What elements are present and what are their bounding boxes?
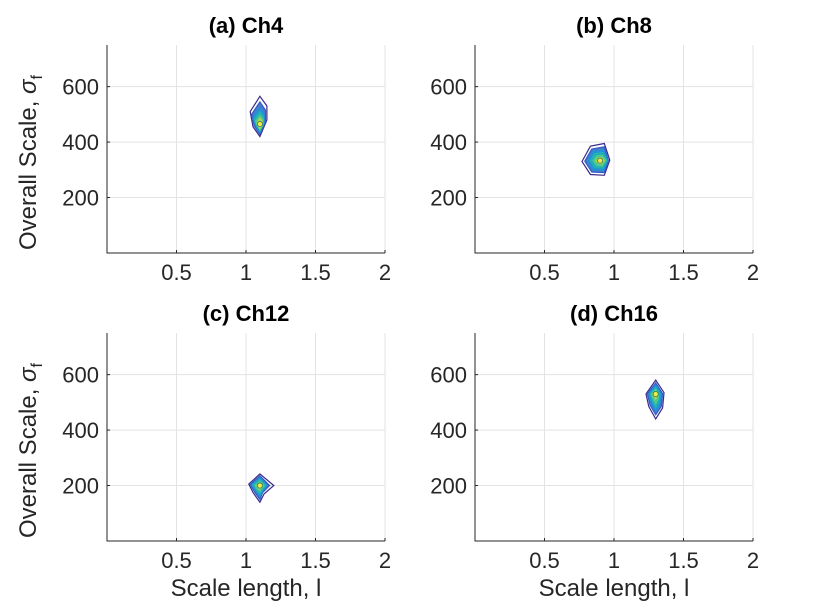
xtick-label: 1 xyxy=(240,260,252,285)
xtick-label: 1 xyxy=(608,548,620,573)
ytick-label: 400 xyxy=(430,130,467,155)
xtick-label: 0.5 xyxy=(161,548,192,573)
ytick-label: 600 xyxy=(430,75,467,100)
xtick-label: 1.5 xyxy=(300,548,331,573)
xtick-label: 2 xyxy=(379,548,391,573)
xtick-label: 2 xyxy=(747,548,759,573)
xtick-label: 1.5 xyxy=(300,260,331,285)
ylabel-top: Overall Scale, σf xyxy=(15,74,46,250)
ytick-label: 400 xyxy=(62,418,99,443)
peak-marker xyxy=(256,482,263,489)
axes xyxy=(106,333,385,542)
ylabel-bottom: Overall Scale, σf xyxy=(15,362,46,538)
ytick-label: 400 xyxy=(62,130,99,155)
ytick-label: 600 xyxy=(62,75,99,100)
xtick-label: 1.5 xyxy=(668,548,699,573)
panel-title: (d) Ch16 xyxy=(570,301,658,326)
xlabel-right: Scale length, l xyxy=(539,575,690,602)
axes xyxy=(474,45,753,254)
axes xyxy=(106,45,385,254)
ytick-label: 200 xyxy=(430,474,467,499)
contour-level xyxy=(581,142,611,176)
panel-title: (b) Ch8 xyxy=(576,13,652,38)
panel-2: 0.5 1 1.5 2 200 400 600 (b) Ch8 xyxy=(430,13,759,285)
xtick-label: 2 xyxy=(379,260,391,285)
ytick-label: 600 xyxy=(430,363,467,388)
xtick-label: 1 xyxy=(608,260,620,285)
xtick-label: 2 xyxy=(747,260,759,285)
ytick-label: 200 xyxy=(430,186,467,211)
axes xyxy=(474,333,753,542)
ytick-label: 200 xyxy=(62,474,99,499)
ytick-label: 200 xyxy=(62,186,99,211)
xlabel-left: Scale length, l xyxy=(171,575,322,602)
contour-level xyxy=(645,379,665,421)
peak-marker xyxy=(652,391,659,398)
contour-level xyxy=(248,473,275,504)
peak-marker xyxy=(597,157,604,164)
xtick-label: 0.5 xyxy=(161,260,192,285)
ytick-label: 400 xyxy=(430,418,467,443)
panel-4: 0.5 1 1.5 2 200 400 600 (d) Ch16 xyxy=(430,301,759,573)
panel-title: (a) Ch4 xyxy=(209,13,284,38)
peak-marker xyxy=(256,121,263,128)
ytick-label: 600 xyxy=(62,363,99,388)
panel-1: 0.5 1 1.5 2 200 400 600 (a) Ch4 xyxy=(62,13,391,285)
xtick-label: 0.5 xyxy=(529,260,560,285)
xtick-label: 1 xyxy=(240,548,252,573)
xtick-label: 0.5 xyxy=(529,548,560,573)
panel-title: (c) Ch12 xyxy=(203,301,290,326)
panel-3: 0.5 1 1.5 2 200 400 600 (c) Ch12 xyxy=(62,301,391,573)
xtick-label: 1.5 xyxy=(668,260,699,285)
contour-level xyxy=(249,95,268,138)
